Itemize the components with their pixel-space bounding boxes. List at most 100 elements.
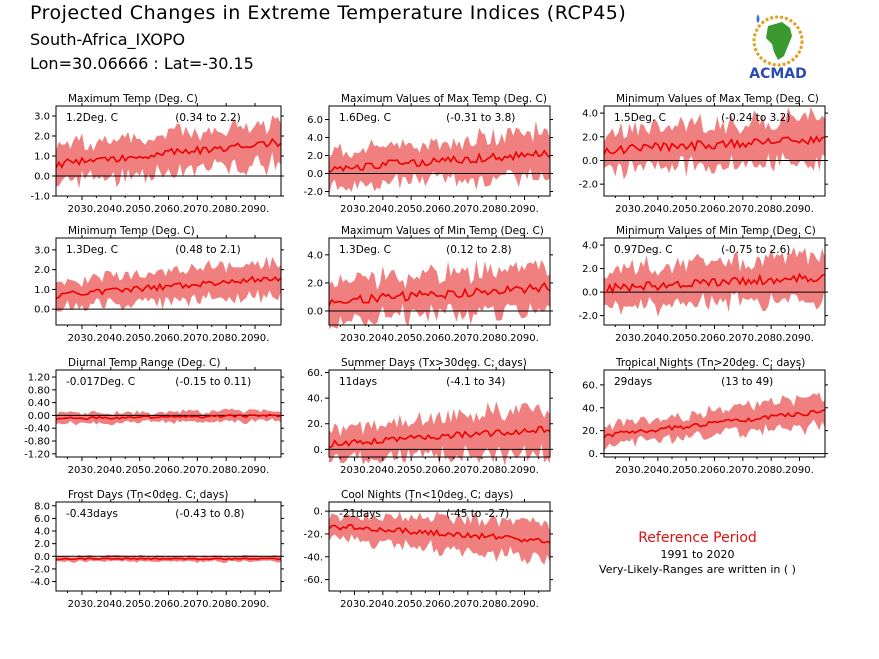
y-tick-label: 8.0 <box>34 501 50 512</box>
x-tick-label: 2030. <box>68 599 97 610</box>
x-tick-label: 2080. <box>212 599 241 610</box>
y-tick-label: 6.0 <box>34 514 50 525</box>
y-tick-label: 3.0 <box>34 112 50 123</box>
y-tick-label: 0.0 <box>34 552 50 563</box>
x-tick-label: 2070. <box>454 465 483 476</box>
x-tick-label: 2080. <box>757 333 786 344</box>
chart-title: Frost Days (Tn<0deg. C; days) <box>68 489 228 501</box>
x-tick-label: 2060. <box>425 599 454 610</box>
acmad-logo: ACMAD <box>749 14 807 82</box>
y-tick-label: 4.0 <box>307 250 323 261</box>
y-tick-label: 60. <box>307 368 323 379</box>
range-label: (-0.31 to 3.8) <box>446 112 515 124</box>
y-tick-label: 40. <box>307 394 323 405</box>
y-tick-label: 0. <box>313 445 323 456</box>
range-band <box>56 256 281 312</box>
logo-text: ACMAD <box>749 66 807 82</box>
chart-panel: 0.0 1.0 2.0 3.0 2030. 2040. 2050. 2060. 2070. 208… <box>34 225 284 344</box>
y-tick-label: 3.0 <box>34 245 50 256</box>
y-tick-label: 20. <box>307 419 323 430</box>
x-tick-label: 2040. <box>369 333 398 344</box>
x-tick-label: 2090. <box>785 465 814 476</box>
water-drop-icon <box>756 14 760 23</box>
range-label: (0.34 to 2.2) <box>175 112 241 124</box>
x-tick-label: 2090. <box>241 465 270 476</box>
y-tick-label: 1.20 <box>28 373 50 384</box>
x-tick-label: 2070. <box>183 599 212 610</box>
x-tick-label: 2060. <box>700 465 729 476</box>
chart-title: Minimum Temp (Deg. C) <box>68 225 195 237</box>
value-label: 11days <box>339 376 377 388</box>
x-tick-label: 2050. <box>672 465 701 476</box>
y-tick-label: -2.0 <box>578 180 598 191</box>
sun-ring-icon <box>752 15 804 67</box>
series-line <box>55 137 282 169</box>
y-tick-label: 0.0 <box>34 305 50 316</box>
series-line <box>603 135 826 155</box>
y-tick-label: 4.0 <box>582 241 598 252</box>
x-tick-label: 2030. <box>615 333 644 344</box>
x-tick-label: 2030. <box>340 599 369 610</box>
x-tick-label: 2050. <box>672 204 701 215</box>
x-tick-label: 2070. <box>729 333 758 344</box>
coordinates-label: Lon=30.06666 : Lat=-30.15 <box>30 54 254 73</box>
x-tick-label: 2070. <box>183 204 212 215</box>
series-line <box>55 275 282 299</box>
chart-title: Cool Nights (Tn<10deg. C; days) <box>341 489 513 501</box>
range-band <box>329 120 550 195</box>
x-tick-label: 2090. <box>510 599 539 610</box>
x-tick-label: 2090. <box>241 599 270 610</box>
x-tick-label: 2050. <box>125 599 154 610</box>
y-tick-label: 1.0 <box>34 152 50 163</box>
chart-panel: -60.-40.-20.0.2030. 2040. 2050. 2060. 2070. 2… <box>303 489 553 610</box>
y-tick-label: 0. <box>588 449 598 460</box>
x-tick-label: 2040. <box>369 465 398 476</box>
range-band <box>329 259 550 330</box>
y-tick-label: 20. <box>582 426 598 437</box>
x-tick-label: 2080. <box>482 599 511 610</box>
series-line <box>328 523 551 544</box>
page-title: Projected Changes in Extreme Temperature… <box>30 2 627 24</box>
range-label: (-45 to -2.7) <box>446 508 509 520</box>
x-tick-label: 2050. <box>397 599 426 610</box>
x-tick-label: 2040. <box>644 333 673 344</box>
chart-title: Diurnal Temp Range (Deg. C) <box>68 357 220 369</box>
x-tick-label: 2090. <box>241 204 270 215</box>
x-tick-label: 2060. <box>700 333 729 344</box>
x-tick-label: 2030. <box>340 204 369 215</box>
x-tick-label: 2070. <box>454 599 483 610</box>
x-tick-label: 2040. <box>96 599 125 610</box>
y-tick-label: 0.00 <box>28 411 50 422</box>
range-label: (-0.75 to 2.6) <box>721 244 790 256</box>
x-tick-label: 2060. <box>154 599 183 610</box>
region-name: South-Africa_IXOPO <box>30 30 186 49</box>
x-tick-label: 2060. <box>425 465 454 476</box>
x-tick-label: 2090. <box>510 465 539 476</box>
range-label: (-0.24 to 3.2) <box>721 112 790 124</box>
x-tick-label: 2080. <box>212 333 241 344</box>
x-tick-label: 2030. <box>615 204 644 215</box>
range-label: (0.48 to 2.1) <box>175 244 241 256</box>
x-tick-label: 2030. <box>340 465 369 476</box>
y-tick-label: 2.0 <box>34 539 50 550</box>
x-tick-label: 2050. <box>397 204 426 215</box>
x-tick-label: 2040. <box>644 465 673 476</box>
y-tick-label: 40. <box>582 403 598 414</box>
x-tick-label: 2060. <box>154 465 183 476</box>
y-tick-label: 0.40 <box>28 398 50 409</box>
value-label: 1.3Deg. C <box>339 244 391 256</box>
x-tick-label: 2040. <box>369 204 398 215</box>
chart-title: Minimum Values of Max Temp (Deg. C) <box>616 93 819 105</box>
chart-panel: 0. 20. 40. 60. 2030. 2040. 2050. 2060. 2070. 2080… <box>307 357 553 476</box>
y-tick-label: 0.0 <box>307 169 323 180</box>
x-tick-label: 2090. <box>510 204 539 215</box>
y-tick-label: -2.0 <box>30 564 50 575</box>
series-line <box>603 272 826 295</box>
value-label: 1.6Deg. C <box>339 112 391 124</box>
x-tick-label: 2030. <box>68 465 97 476</box>
x-tick-label: 2070. <box>729 465 758 476</box>
x-tick-label: 2090. <box>510 333 539 344</box>
